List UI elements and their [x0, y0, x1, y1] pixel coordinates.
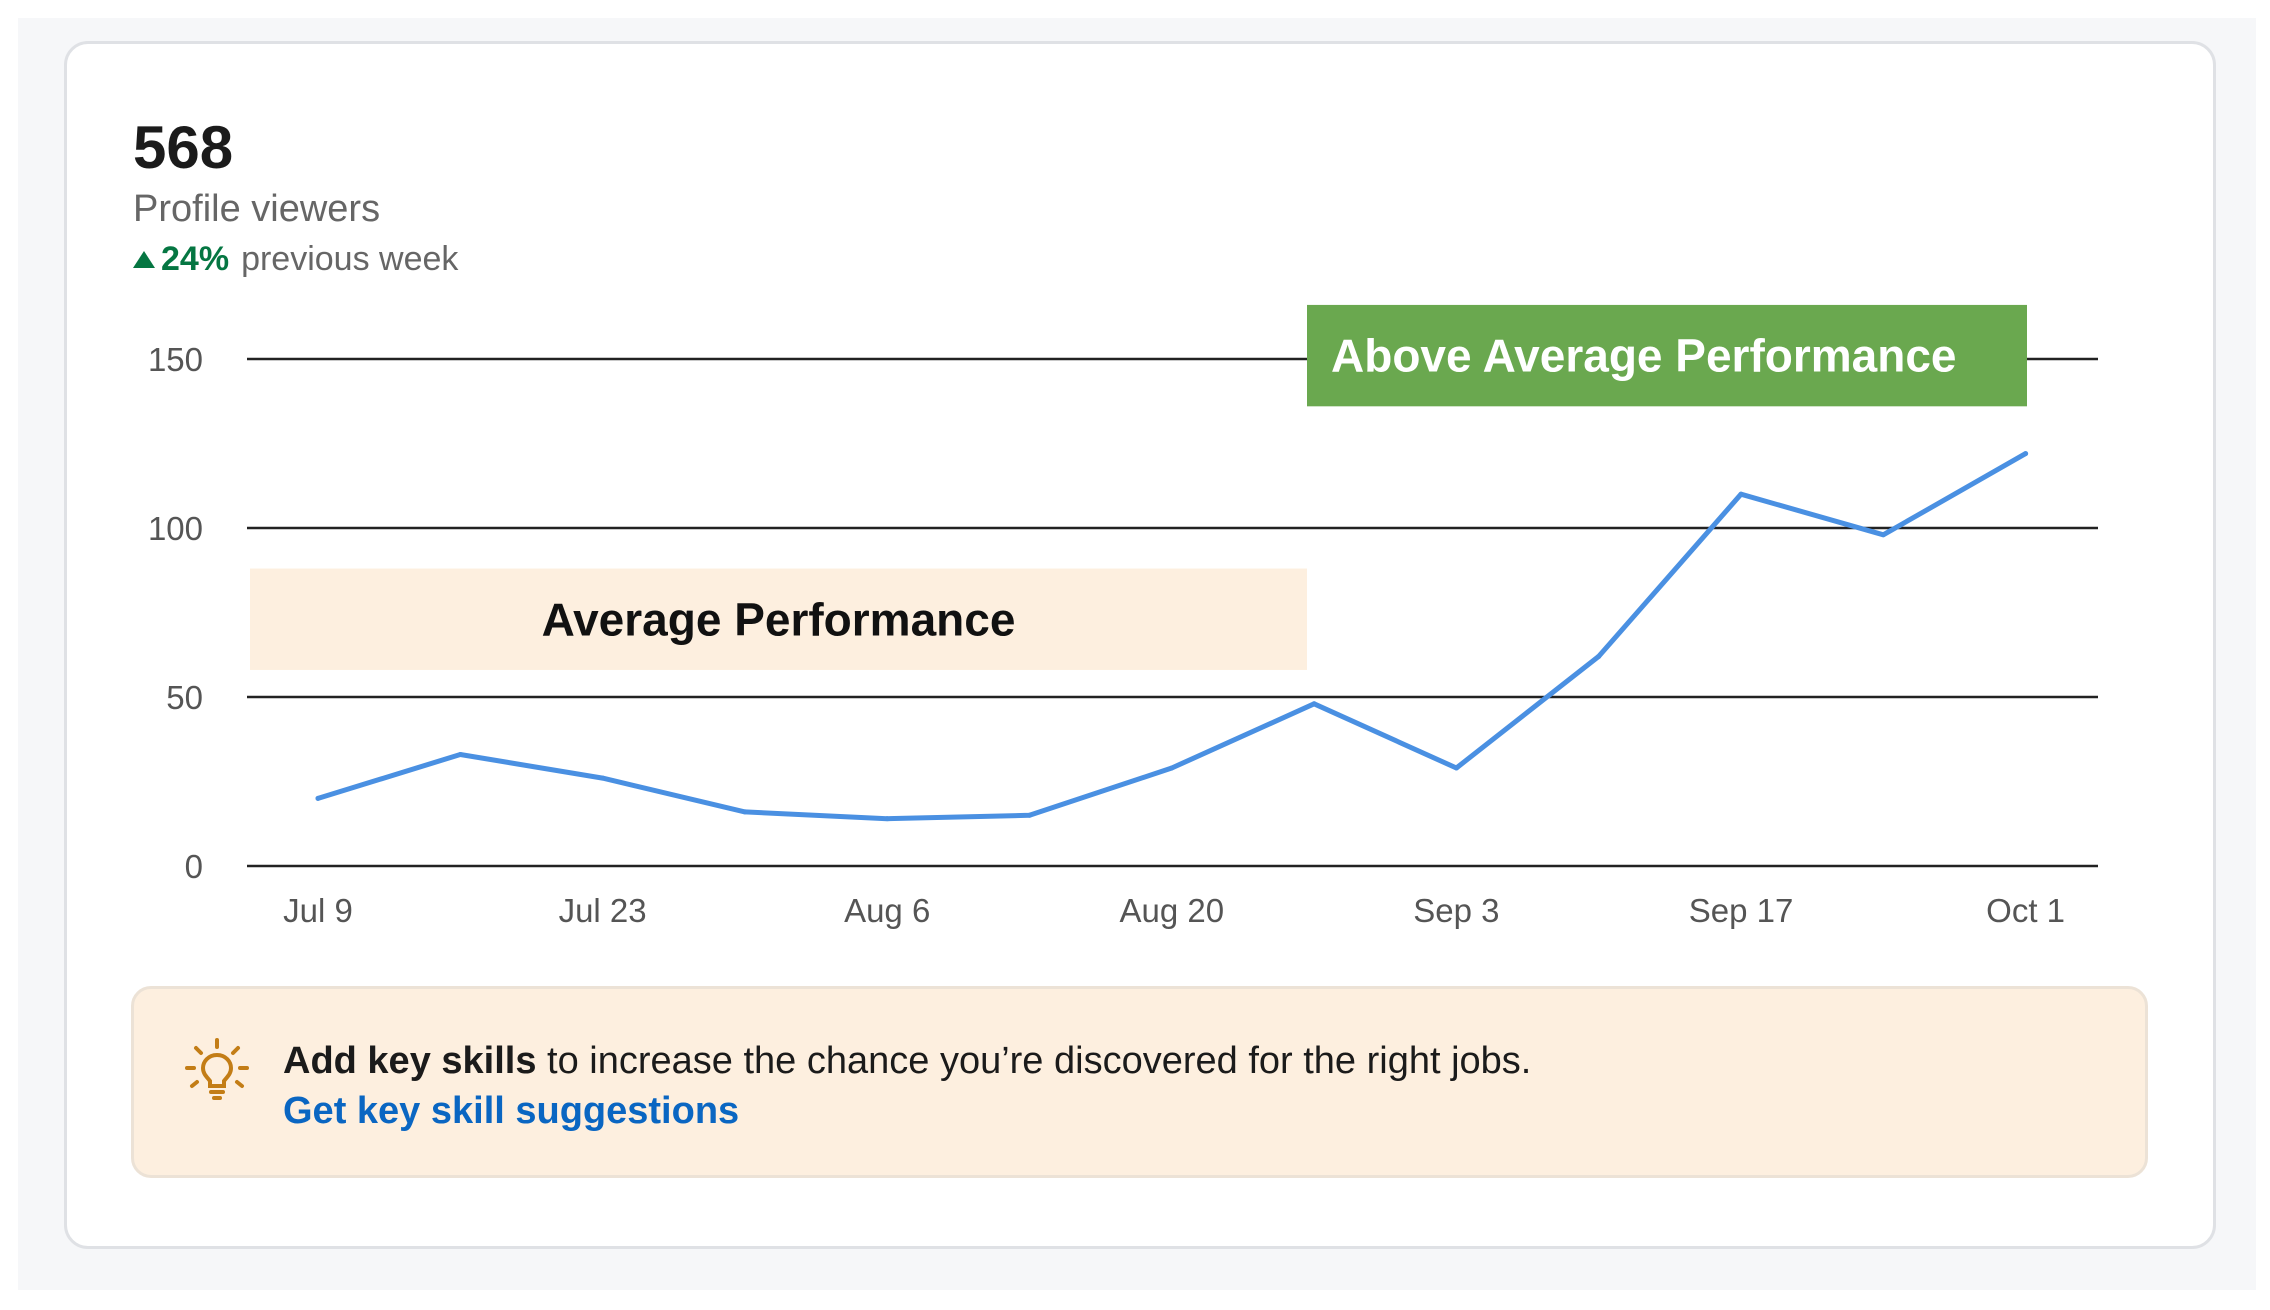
data-point — [1311, 701, 1317, 707]
arrow-up-icon — [133, 250, 155, 268]
performance-band — [250, 568, 1307, 670]
data-point — [1027, 812, 1032, 818]
data-point — [1880, 532, 1886, 538]
data-point — [1738, 491, 1744, 497]
x-tick-label: Sep 3 — [1413, 892, 1499, 929]
suggestion-strong-text: Add key skills — [283, 1040, 537, 1082]
data-point — [315, 795, 321, 801]
skill-suggestion-banner: Add key skills to increase the chance yo… — [131, 986, 2148, 1178]
data-point — [1169, 765, 1175, 771]
lightbulb-icon — [185, 1038, 249, 1100]
data-point — [457, 751, 463, 757]
performance-band-label: Average Performance — [542, 593, 1016, 645]
metric-label: Profile viewers — [133, 188, 381, 230]
data-point — [1453, 765, 1459, 771]
performance-band-label: Above Average Performance — [1331, 330, 1957, 382]
y-tick-label: 100 — [148, 510, 203, 547]
x-tick-label: Jul 23 — [559, 892, 647, 929]
y-tick-label: 0 — [185, 848, 203, 885]
data-point — [884, 816, 890, 822]
data-point — [1596, 653, 1602, 659]
y-tick-label: 150 — [148, 341, 203, 378]
get-skill-suggestions-link[interactable]: Get key skill suggestions — [283, 1090, 740, 1132]
data-point — [600, 775, 606, 781]
data-point — [2023, 451, 2029, 457]
y-tick-label: 50 — [166, 679, 203, 716]
change-indicator: 24% previous week — [133, 238, 458, 280]
suggestion-body-text: to increase the chance you’re discovered… — [536, 1040, 1532, 1082]
data-point — [742, 809, 748, 815]
x-tick-label: Oct 1 — [1986, 892, 2065, 929]
x-tick-label: Jul 9 — [283, 892, 353, 929]
change-context: previous week — [241, 240, 459, 278]
suggestion-text: Add key skills to increase the chance yo… — [283, 1037, 1531, 1085]
performance-band — [1307, 304, 2027, 407]
metric-value: 568 — [133, 114, 234, 181]
x-tick-label: Aug 20 — [1120, 892, 1225, 929]
profile-viewers-chart: 0 50 100 150 Jul 9 Jul 23 Aug 6 Aug 20 Sep 3 Sep … — [148, 304, 2098, 929]
x-tick-label: Aug 6 — [844, 892, 930, 929]
change-percent: 24% — [161, 240, 230, 278]
x-tick-label: Sep 17 — [1689, 892, 1794, 929]
